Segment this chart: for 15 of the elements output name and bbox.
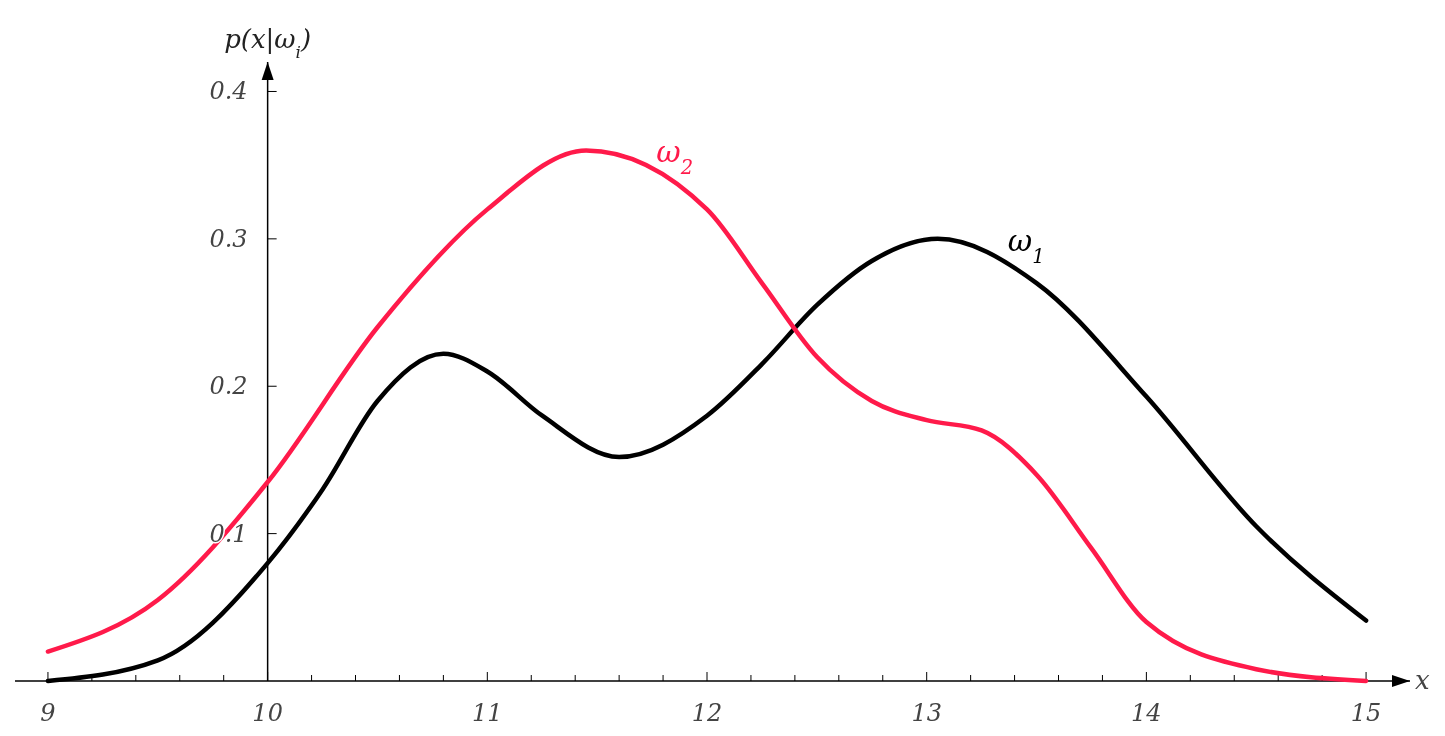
x-tick-label: 12 xyxy=(691,699,723,727)
series-label: ω$_{1}$ xyxy=(1007,222,1045,268)
series-label: ω$_{2}$ xyxy=(656,134,694,179)
x-tick-label: 10 xyxy=(252,699,283,727)
line-series xyxy=(45,148,1369,684)
y-tick-label: 0.3 xyxy=(209,224,248,253)
y-axis-title: p(x|ω$_{i}$) xyxy=(224,24,312,62)
y-tick-label: 0.4 xyxy=(209,77,248,106)
x-tick-label: 9 xyxy=(40,699,56,727)
y-tick-label: 0.2 xyxy=(209,372,248,401)
x-tick-label: 13 xyxy=(911,699,942,727)
x-tick-label: 11 xyxy=(472,699,503,727)
x-tick-label: 14 xyxy=(1131,699,1162,727)
x-axis-title: x xyxy=(1415,665,1430,695)
x-tick-label: 15 xyxy=(1350,699,1382,727)
